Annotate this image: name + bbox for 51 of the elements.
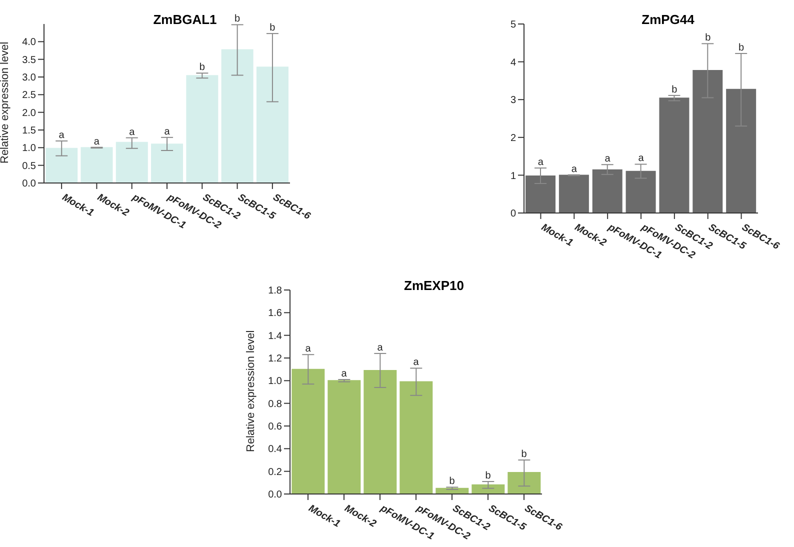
annotation: b xyxy=(705,32,712,44)
chart-title: ZmEXP10 xyxy=(404,278,464,293)
annotation: b xyxy=(270,22,276,34)
chart-title: ZmPG44 xyxy=(642,12,694,27)
y-tick-label: 2.0 xyxy=(22,108,36,119)
annotation: a xyxy=(638,153,644,164)
y-tick-label: 0 xyxy=(510,208,516,220)
y-axis-title: Relative expression level xyxy=(0,42,11,164)
y-tick-label: 3.5 xyxy=(22,54,36,66)
y-tick-label: 0.6 xyxy=(268,422,282,433)
y-tick-label: 5 xyxy=(510,20,516,31)
annotation: a xyxy=(129,126,136,138)
annotation: b xyxy=(234,14,241,25)
y-tick-label: 1.4 xyxy=(268,330,282,342)
y-tick-label: 0.0 xyxy=(268,490,282,501)
annotation: b xyxy=(521,449,528,460)
annotation: b xyxy=(449,476,456,488)
chart-title: ZmBGAL1 xyxy=(153,12,217,27)
y-tick-label: 1.5 xyxy=(22,126,36,137)
annotation: a xyxy=(164,126,170,138)
annotation: a xyxy=(305,344,312,355)
annotation: b xyxy=(485,470,492,482)
y-tick-label: 4.0 xyxy=(22,37,36,48)
y-tick-label: 0.2 xyxy=(268,466,282,478)
y-tick-label: 1.6 xyxy=(268,308,282,320)
annotation: b xyxy=(199,62,206,74)
y-tick-label: 0.5 xyxy=(22,160,36,172)
y-tick-label: 1 xyxy=(510,170,516,182)
y-tick-label: 0.4 xyxy=(268,444,282,456)
annotation: a xyxy=(413,357,420,368)
y-tick-label: 0.8 xyxy=(268,398,282,410)
y-tick-label: 1.8 xyxy=(268,286,282,297)
annotation: a xyxy=(538,157,544,168)
annotation: a xyxy=(341,368,348,380)
y-tick-label: 3 xyxy=(510,95,516,106)
annotation: a xyxy=(94,136,100,148)
y-axis-title: Relative expression level xyxy=(244,330,257,452)
y-tick-label: 1.0 xyxy=(22,143,36,154)
y-tick-label: 1.2 xyxy=(268,354,282,365)
y-tick-label: 1.0 xyxy=(268,376,282,388)
y-tick-label: 4 xyxy=(510,57,516,68)
annotation: b xyxy=(672,84,678,96)
y-tick-label: 2 xyxy=(510,132,516,144)
annotation: a xyxy=(571,164,578,175)
annotation: a xyxy=(377,342,384,354)
annotation: a xyxy=(58,130,65,141)
y-tick-label: 3.0 xyxy=(22,72,36,84)
y-tick-label: 0.0 xyxy=(22,178,36,190)
annotation: a xyxy=(604,154,611,165)
annotation: b xyxy=(738,42,745,54)
y-tick-label: 2.5 xyxy=(22,90,36,102)
